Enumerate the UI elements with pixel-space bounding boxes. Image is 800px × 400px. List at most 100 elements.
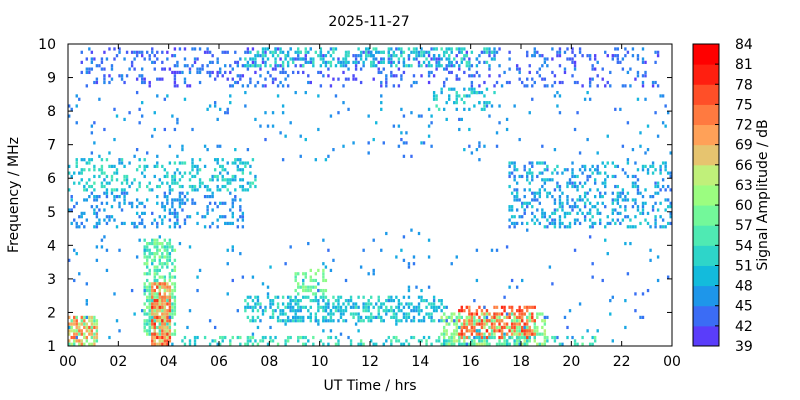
heatmap-cell [576,211,579,215]
heatmap-cell [400,131,403,135]
heatmap-cell [151,299,154,303]
heatmap-cell [128,67,131,71]
heatmap-cell [115,195,119,199]
heatmap-cell [241,218,245,222]
heatmap-cell [526,335,529,340]
heatmap-cell [153,238,156,242]
heatmap-cell [664,198,667,202]
heatmap-cell [171,292,174,296]
heatmap-cells [68,47,672,346]
heatmap-cell [604,164,607,168]
heatmap-cell [450,312,453,316]
heatmap-cell [249,164,252,168]
heatmap-cell [510,335,514,340]
heatmap-cell [68,315,71,319]
heatmap-cell [659,215,662,219]
heatmap-cell [591,335,594,340]
heatmap-cell [70,319,73,323]
heatmap-cell [100,60,104,64]
heatmap-cell [641,211,645,215]
heatmap-cell [465,305,469,309]
heatmap-cell [604,225,607,229]
heatmap-cell [400,137,403,142]
heatmap-cell [249,295,252,299]
heatmap-cell [138,184,141,189]
heatmap-cell [239,208,242,212]
heatmap-cell [354,54,358,58]
heatmap-cell [342,60,345,64]
colorbar-band [693,265,719,287]
heatmap-cell [153,255,156,259]
heatmap-cell [390,305,393,309]
heatmap-cell [271,111,275,115]
heatmap-cell [83,198,86,202]
heatmap-cell [68,342,71,346]
heatmap-cell [372,342,375,346]
heatmap-cell [85,329,89,333]
heatmap-cell [105,215,109,219]
heatmap-cell [256,295,260,299]
heatmap-cell [553,148,557,152]
heatmap-cell [186,84,189,88]
heatmap-cell [302,282,305,286]
heatmap-cell [83,335,86,340]
heatmap-cell [483,335,486,340]
heatmap-cell [85,57,89,61]
heatmap-cell [480,90,484,95]
heatmap-cell [531,174,534,179]
heatmap-cell [616,198,620,202]
heatmap-cell [151,285,154,289]
heatmap-cell [661,184,665,189]
heatmap-cell [380,107,383,111]
heatmap-cell [588,80,592,85]
heatmap-cell [619,107,622,111]
heatmap-cell [601,77,604,81]
heatmap-cell [120,188,124,192]
heatmap-cell [604,184,607,189]
heatmap-cell [664,168,667,172]
heatmap-cell [515,181,519,185]
heatmap-cell [191,174,194,179]
heatmap-cell [166,288,169,293]
heatmap-cell [458,47,461,51]
heatmap-cell [85,335,89,340]
heatmap-cell [113,47,116,51]
heatmap-cell [85,70,89,75]
heatmap-cell [583,205,587,209]
heatmap-cell [485,312,489,316]
heatmap-cell [251,342,255,346]
heatmap-cell [654,215,657,219]
heatmap-cell [289,319,292,323]
heatmap-cell [171,174,174,179]
heatmap-cell [558,225,562,229]
heatmap-cell [294,278,297,283]
heatmap-cell [297,292,300,296]
heatmap-cell [586,174,589,179]
heatmap-cell [435,60,438,64]
heatmap-cell [178,184,182,189]
heatmap-cell [636,97,640,101]
heatmap-cell [231,67,234,71]
heatmap-cell [531,164,534,168]
heatmap-cell [493,84,496,88]
colorbar-tick-label: 54 [735,238,753,254]
heatmap-cell [188,215,192,219]
heatmap-cell [246,339,250,343]
heatmap-cell [649,164,652,168]
heatmap-cell [478,54,481,58]
heatmap-cell [488,332,491,336]
x-axis: 00 02 04 06 08 10 12 14 16 18 20 22 00 [59,44,681,370]
heatmap-cell [382,302,385,306]
heatmap-cell [556,164,559,168]
heatmap-cell [83,211,86,215]
heatmap-cell [221,174,224,179]
heatmap-cell [95,64,99,68]
heatmap-cell [475,90,479,95]
heatmap-cell [531,191,534,195]
heatmap-cell [135,205,139,209]
heatmap-cell [269,74,272,78]
heatmap-cell [234,174,237,179]
heatmap-cell [324,158,328,162]
heatmap-cell [138,181,141,185]
heatmap-cell [437,299,441,303]
